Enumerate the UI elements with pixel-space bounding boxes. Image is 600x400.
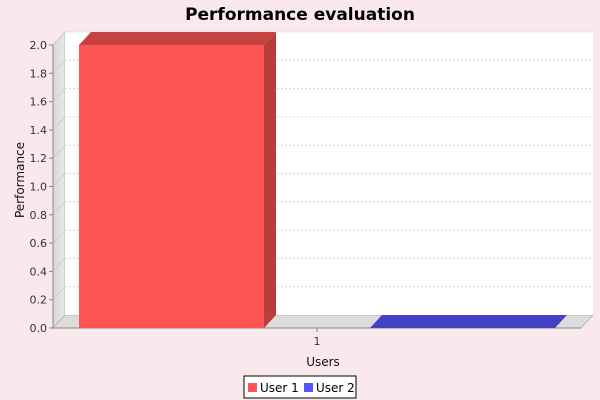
wall-gridline bbox=[52, 201, 66, 216]
x-axis-label: Users bbox=[306, 355, 340, 369]
wall-gridline bbox=[52, 88, 66, 102]
wall-gridline bbox=[52, 116, 66, 131]
wall-gridline bbox=[52, 31, 66, 46]
y-tick-label: 1.4 bbox=[30, 124, 48, 137]
legend-swatch bbox=[304, 383, 313, 392]
y-tick-label: 0.6 bbox=[30, 237, 48, 250]
wall-gridline bbox=[52, 286, 66, 301]
legend: User 1 User 2 bbox=[243, 375, 357, 399]
legend-label: User 1 bbox=[260, 381, 299, 395]
bar-side bbox=[264, 32, 276, 328]
bar-top bbox=[370, 315, 567, 328]
legend-swatch bbox=[248, 383, 257, 392]
y-axis-label: Performance bbox=[13, 142, 27, 218]
y-tick-label: 2.0 bbox=[30, 39, 48, 52]
wall-gridline bbox=[52, 144, 66, 159]
x-tick-label: 1 bbox=[314, 335, 321, 348]
legend-box bbox=[243, 375, 357, 399]
bar-top bbox=[79, 32, 276, 45]
y-tick-label: 0.2 bbox=[30, 294, 48, 307]
chart-title: Performance evaluation bbox=[185, 5, 415, 25]
y-tick-label: 0.0 bbox=[30, 322, 48, 335]
legend-label: User 2 bbox=[316, 381, 355, 395]
bar-front bbox=[79, 45, 264, 328]
y-tick-label: 0.4 bbox=[30, 265, 48, 278]
y-tick-label: 1.2 bbox=[30, 152, 48, 165]
y-tick-label: 0.8 bbox=[30, 209, 48, 222]
wall-gridline bbox=[52, 258, 66, 272]
wall-gridline bbox=[52, 59, 66, 74]
x-ticks: 1 bbox=[314, 328, 321, 348]
y-tick-label: 1.8 bbox=[30, 67, 48, 80]
y-ticks: 0.0 0.2 0.4 0.6 0.8 1.0 1.2 1.4 1.6 1.8 2.0 bbox=[30, 39, 53, 335]
wall-gridline bbox=[52, 173, 66, 187]
y-tick-label: 1.6 bbox=[30, 96, 48, 109]
bars bbox=[79, 32, 567, 328]
y-tick-label: 1.0 bbox=[30, 181, 48, 194]
wall-gridline bbox=[52, 229, 66, 244]
